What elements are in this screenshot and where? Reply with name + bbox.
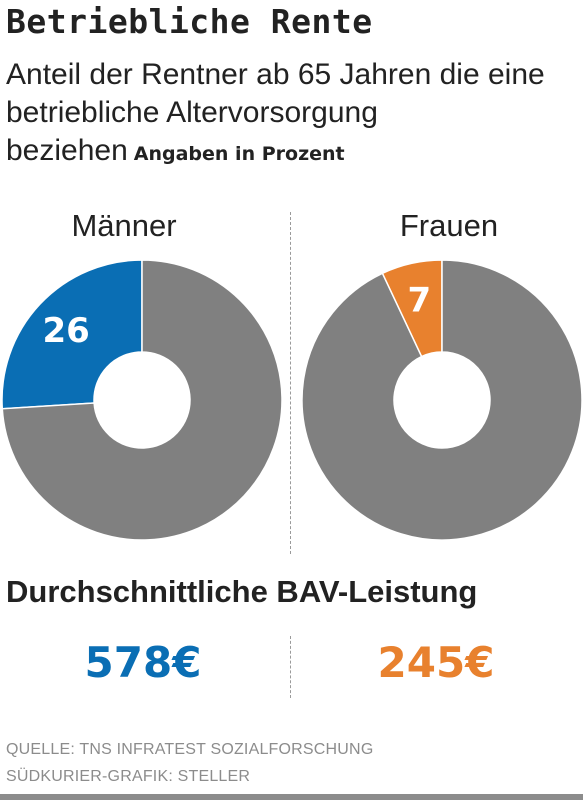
- benefit-heading: Durchschnittliche BAV-Leistung: [6, 574, 478, 609]
- benefit-divider: [290, 636, 291, 698]
- donut-title-0: Männer: [71, 208, 176, 243]
- benefit-women-value: 245€: [377, 638, 495, 687]
- source-text: QUELLE: TNS INFRATEST SOZIALFORSCHUNG: [6, 741, 374, 758]
- chart-divider: [290, 212, 291, 554]
- benefit-men-value: 578€: [84, 638, 202, 687]
- chart-subtitle: Anteil der Rentner ab 65 Jahren die eine…: [6, 56, 576, 173]
- donut-title-1: Frauen: [400, 208, 498, 243]
- credit-text: SÜDKURIER-GRAFIK: STELLER: [6, 768, 251, 785]
- unit-note: Angaben in Prozent: [133, 143, 345, 165]
- source-note: QUELLE: TNS INFRATEST SOZIALFORSCHUNG SÜ…: [6, 736, 373, 790]
- bottom-rule: [0, 794, 583, 800]
- donut-label-0-0: 26: [43, 311, 90, 351]
- donut-label-1-0: 7: [407, 281, 431, 321]
- donut-slice-0-1: [1, 259, 283, 541]
- donut-slice-0-0: [1, 259, 143, 410]
- donut-slice-1-1: [301, 259, 583, 541]
- donut-charts: Männer 26 Frauen 7: [1, 208, 583, 541]
- subtitle-text: Anteil der Rentner ab 65 Jahren die eine…: [6, 58, 545, 167]
- chart-title: Betriebliche Rente: [6, 2, 373, 41]
